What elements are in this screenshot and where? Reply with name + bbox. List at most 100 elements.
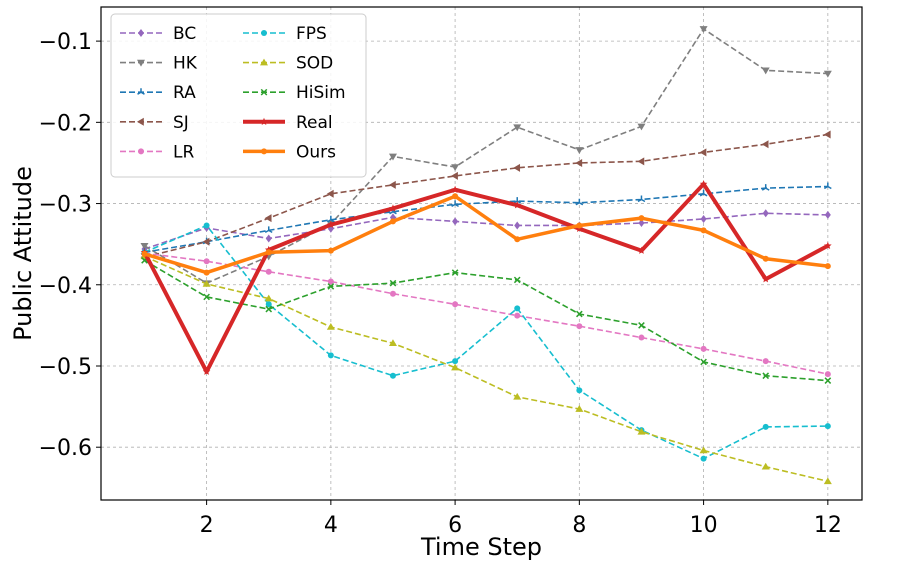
data-point-real — [824, 241, 832, 250]
legend-item-real: Real — [243, 113, 333, 133]
x-tick-label: 2 — [200, 513, 214, 538]
data-point-sj — [264, 214, 272, 223]
axis-ticks: 2 4 6 8 10 12 −0.1 −0.2 −0.3 −0.4 −0.5 −0.6 — [39, 30, 842, 538]
data-point-fps — [700, 455, 707, 462]
data-point-bc — [824, 210, 831, 219]
data-point-bc — [265, 234, 272, 243]
x-axis-label: Time Step — [420, 533, 542, 561]
data-point-ra — [575, 198, 584, 206]
series-sod — [140, 252, 832, 485]
data-point-sj — [513, 163, 521, 172]
legend-label-hk: HK — [173, 54, 198, 74]
data-point-hisim — [513, 276, 521, 284]
data-point-sj — [637, 157, 645, 166]
data-point-hisim — [824, 377, 832, 384]
data-point-lr — [576, 323, 583, 330]
data-point-real — [389, 204, 397, 212]
data-point-fps — [265, 301, 272, 308]
y-tick-label: −0.6 — [39, 436, 92, 461]
series-sj — [140, 130, 831, 262]
data-point-ra — [699, 189, 708, 197]
data-point-bc — [514, 221, 521, 230]
data-point-fps — [514, 305, 521, 312]
data-point-sod — [388, 339, 397, 347]
legend-label-fps: FPS — [296, 24, 327, 44]
data-point-sod — [264, 294, 273, 302]
data-point-lr — [700, 345, 707, 352]
data-point-bc — [638, 219, 645, 228]
data-point-fps — [762, 423, 769, 430]
data-point-sod — [823, 477, 832, 485]
data-point-real — [202, 367, 211, 375]
data-point-ours — [265, 249, 272, 256]
data-point-sj — [326, 189, 334, 198]
data-point-sod — [637, 427, 646, 435]
series-line-ours — [143, 194, 829, 275]
data-point-ours — [514, 236, 521, 243]
legend-item-lr: LR — [120, 142, 194, 162]
data-point-fps — [824, 423, 831, 430]
data-point-ours — [141, 250, 148, 257]
legend-label-sod: SOD — [296, 54, 333, 74]
y-tick-label: −0.3 — [39, 193, 92, 218]
data-point-ours — [389, 218, 396, 225]
legend-item-ra: RA — [120, 83, 196, 103]
legend-box — [110, 13, 367, 178]
data-point-bc — [762, 209, 769, 218]
data-point-fps — [203, 222, 210, 229]
legend-item-fps: FPS — [243, 24, 327, 44]
data-point-hisim — [762, 372, 770, 380]
data-point-real — [637, 246, 646, 254]
legend-item-sj: SJ — [120, 113, 189, 133]
series-layer — [140, 26, 832, 485]
data-point-sj — [202, 237, 210, 246]
data-point-hk — [388, 153, 397, 161]
data-point-sod — [761, 462, 770, 470]
series-line-real — [142, 182, 829, 374]
y-tick-label: −0.4 — [39, 274, 92, 299]
data-point-real — [327, 220, 335, 228]
series-line-sod — [144, 255, 829, 483]
x-tick-label: 4 — [324, 513, 338, 538]
data-point-bc — [700, 214, 707, 223]
data-point-fps — [576, 387, 583, 394]
x-tick-label: 12 — [814, 513, 842, 538]
data-point-hk — [637, 123, 646, 131]
data-point-real — [699, 180, 708, 188]
data-point-lr — [638, 334, 645, 341]
series-hisim — [141, 257, 832, 384]
legend: BC HK RA SJ LR FPS SOD HiSim Real Ours — [110, 13, 367, 178]
data-point-ours — [700, 227, 707, 234]
data-point-lr — [265, 268, 272, 275]
legend-item-bc: BC — [120, 24, 196, 44]
data-point-lr — [327, 278, 334, 285]
legend-marker-sj — [137, 117, 144, 126]
data-point-hk — [761, 67, 770, 75]
legend-item-ours: Ours — [243, 142, 336, 162]
x-tick-label: 8 — [572, 513, 586, 538]
data-point-lr — [762, 358, 769, 365]
data-point-hisim — [700, 358, 707, 366]
legend-marker-hisim — [260, 88, 268, 96]
x-tick-label: 10 — [690, 513, 718, 538]
data-point-ours — [452, 193, 459, 200]
series-line-lr — [144, 252, 828, 375]
data-point-sj — [575, 158, 583, 167]
legend-marker-ours — [261, 148, 267, 155]
data-point-sj — [699, 148, 707, 157]
legend-item-hisim: HiSim — [243, 83, 346, 103]
legend-marker-hk — [137, 59, 145, 67]
data-point-sj — [761, 140, 769, 149]
data-point-real — [761, 275, 770, 283]
data-point-ours — [327, 247, 334, 254]
data-point-sj — [451, 171, 458, 180]
data-point-hisim — [265, 305, 273, 313]
series-line-hisim — [144, 259, 828, 382]
data-point-ours — [203, 269, 210, 276]
legend-label-hisim: HiSim — [296, 83, 346, 103]
data-point-real — [513, 201, 522, 209]
plot-frame — [100, 6, 863, 501]
data-point-sj — [388, 180, 396, 189]
legend-label-ours: Ours — [296, 142, 336, 162]
legend-item-hk: HK — [120, 54, 198, 74]
